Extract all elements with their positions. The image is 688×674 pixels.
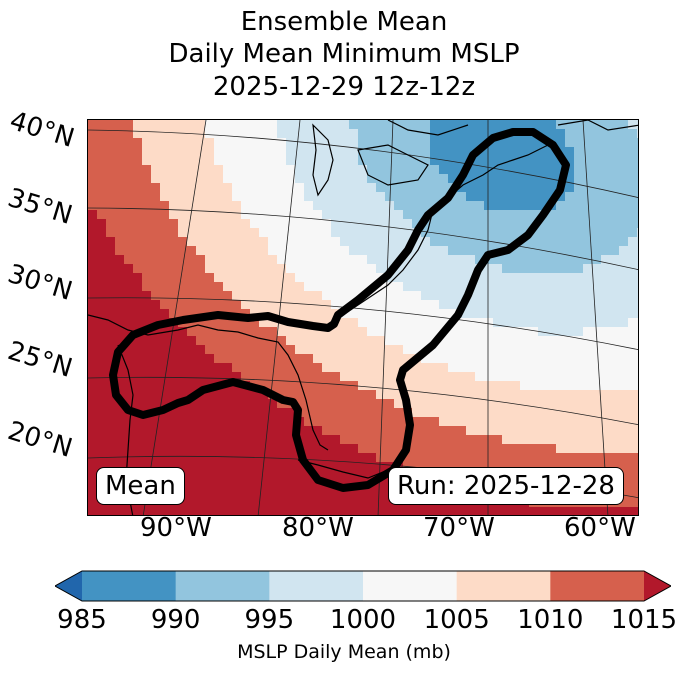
lat-label-20: 20°N <box>4 416 76 464</box>
title-line-1: Ensemble Mean <box>240 7 448 37</box>
lon-label-60w: 60°W <box>564 513 636 543</box>
coastline <box>357 144 429 186</box>
colorbar-tick-label: 1010 <box>517 605 584 635</box>
colorbar-extend-low <box>55 571 82 601</box>
lon-label-70w: 70°W <box>423 513 495 543</box>
colorbar-segment <box>82 571 177 601</box>
lat-label-30: 30°N <box>4 259 76 307</box>
outlook-contour <box>109 128 570 492</box>
colorbar-tick-label: 1005 <box>423 605 490 635</box>
colorbar-tick-label: 995 <box>244 605 295 635</box>
mean-label-box: Mean <box>96 467 185 505</box>
colorbar-segment <box>269 571 364 601</box>
lon-label-90w: 90°W <box>140 513 212 543</box>
colorbar-segment <box>550 571 645 601</box>
coastline <box>557 120 638 131</box>
title-line-2: Daily Mean Minimum MSLP <box>168 39 520 69</box>
mslp-map <box>88 120 638 515</box>
longitude-line <box>582 120 609 515</box>
coastline <box>387 120 469 136</box>
coastline <box>312 123 334 197</box>
colorbar-segment <box>456 571 551 601</box>
map-panel <box>87 119 639 516</box>
colorbar-tick-label: 985 <box>57 605 107 635</box>
lat-label-35: 35°N <box>4 183 76 231</box>
latitude-line <box>88 207 638 270</box>
lat-label-25: 25°N <box>4 336 76 384</box>
latitude-line <box>88 297 638 351</box>
colorbar-segment <box>175 571 270 601</box>
colorbar-tick-label: 990 <box>150 605 201 635</box>
colorbar-tick-label: 1015 <box>610 605 678 635</box>
lon-label-80w: 80°W <box>282 513 354 543</box>
graticule <box>88 120 638 515</box>
colorbar-outline <box>55 570 671 602</box>
run-date-box: Run: 2025-12-28 <box>388 467 624 505</box>
coastline <box>327 144 549 329</box>
colorbar <box>55 570 671 602</box>
coastline <box>297 459 389 479</box>
lat-label-40: 40°N <box>6 106 78 154</box>
colorbar-label: MSLP Daily Mean (mb) <box>237 641 451 663</box>
longitude-line <box>377 120 394 515</box>
colorbar-segment <box>363 571 458 601</box>
colorbar-tick-label: 1000 <box>329 605 397 635</box>
latitude-line <box>88 376 638 426</box>
title-line-3: 2025-12-29 12z-12z <box>212 72 476 102</box>
colorbar-extend-high <box>644 571 671 601</box>
